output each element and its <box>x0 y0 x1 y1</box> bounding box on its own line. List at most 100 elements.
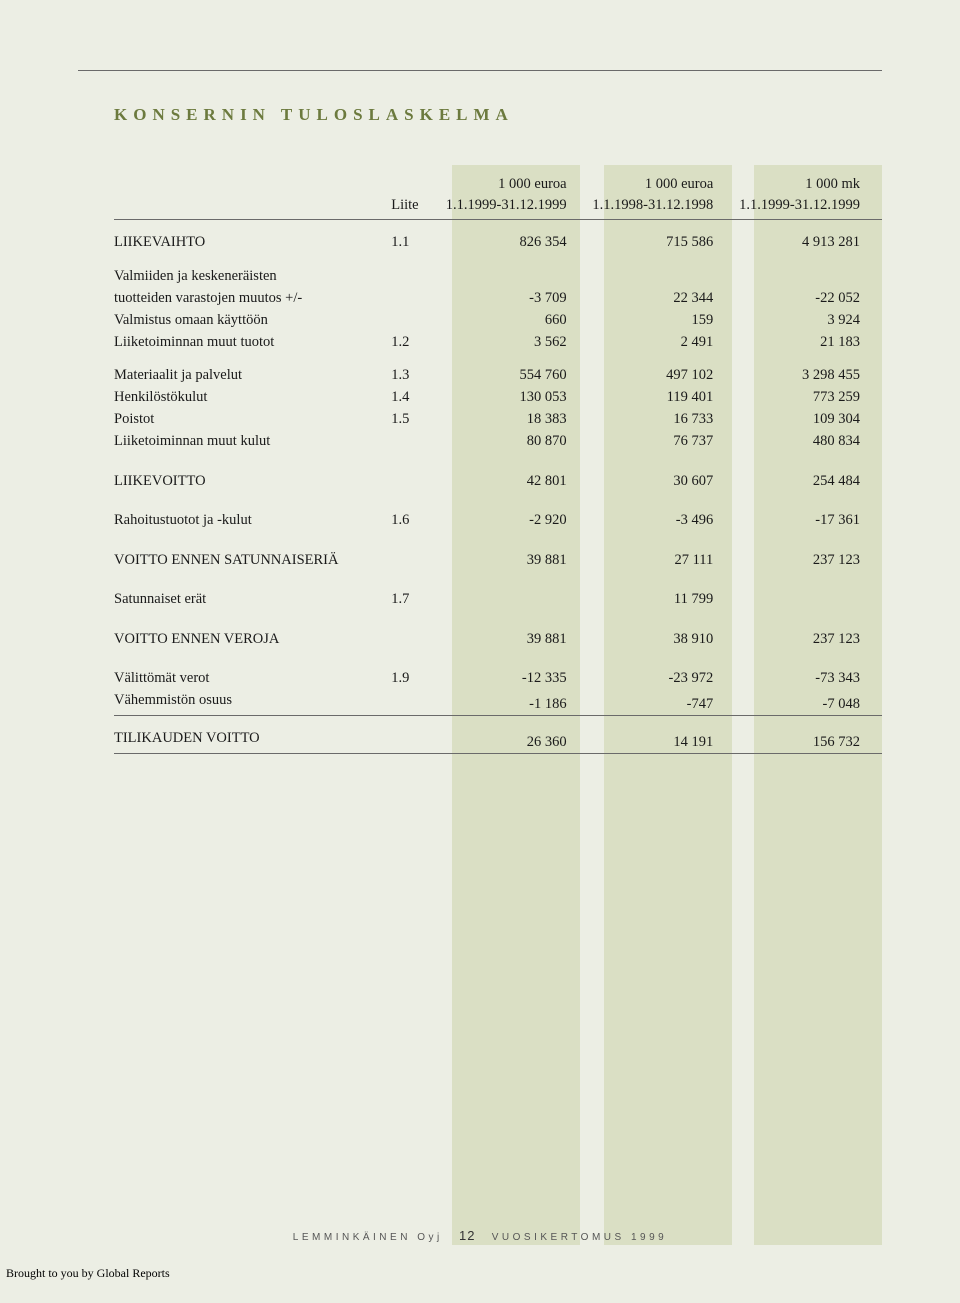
cell-c3: 237 123 <box>735 611 882 651</box>
cell-c1: 39 881 <box>442 611 589 651</box>
cell-c2: 14 191 <box>589 716 736 754</box>
cell-label: Henkilöstökulut <box>114 387 385 409</box>
cell-c3: -17 361 <box>735 492 882 532</box>
cell-c3: 3 298 455 <box>735 353 882 387</box>
cell-c3: 21 183 <box>735 331 882 353</box>
cell-c2: 30 607 <box>589 453 736 493</box>
row-rahoitus: Rahoitustuotot ja -kulut 1.6 -2 920 -3 4… <box>114 492 882 532</box>
cell-liite: 1.4 <box>385 387 442 409</box>
cell-liite <box>385 611 442 651</box>
row-materiaalit: Materiaalit ja palvelut 1.3 554 760 497 … <box>114 353 882 387</box>
cell-c2: 76 737 <box>589 431 736 453</box>
cell-c3: 3 924 <box>735 309 882 331</box>
brought-by-text: Brought to you by Global Reports <box>6 1266 170 1281</box>
cell-liite: 1.7 <box>385 571 442 611</box>
row-tilikauden: TILIKAUDEN VOITTO 26 360 14 191 156 732 <box>114 716 882 754</box>
header-row-periods: Liite 1.1.1999-31.12.1999 1.1.1998-31.12… <box>114 195 882 220</box>
cell-label: Liiketoiminnan muut kulut <box>114 431 385 453</box>
row-voittoveroja: VOITTO ENNEN VEROJA 39 881 38 910 237 12… <box>114 611 882 651</box>
cell-c1: -2 920 <box>442 492 589 532</box>
row-valmistus: Valmistus omaan käyttöön 660 159 3 924 <box>114 309 882 331</box>
footer-page-number: 12 <box>459 1228 475 1243</box>
col3-unit: 1 000 mk <box>735 173 882 195</box>
cell-c1: 826 354 <box>442 220 589 254</box>
cell-liite: 1.5 <box>385 409 442 431</box>
top-rule <box>78 70 882 71</box>
cell-label: TILIKAUDEN VOITTO <box>114 716 385 754</box>
cell-c1: 3 562 <box>442 331 589 353</box>
table-container: 1 000 euroa 1 000 euroa 1 000 mk Liite 1… <box>114 173 882 754</box>
cell-liite <box>385 453 442 493</box>
cell-c1: 39 881 <box>442 532 589 572</box>
col3-period: 1.1.1999-31.12.1999 <box>735 195 882 220</box>
cell-label: LIIKEVAIHTO <box>114 220 385 254</box>
header-row-units: 1 000 euroa 1 000 euroa 1 000 mk <box>114 173 882 195</box>
cell-label: Valmistus omaan käyttöön <box>114 309 385 331</box>
row-poistot: Poistot 1.5 18 383 16 733 109 304 <box>114 409 882 431</box>
col2-unit: 1 000 euroa <box>589 173 736 195</box>
row-liiketuotot: Liiketoiminnan muut tuotot 1.2 3 562 2 4… <box>114 331 882 353</box>
header-liite: Liite <box>385 195 442 220</box>
cell-label: tuotteiden varastojen muutos +/- <box>114 287 385 309</box>
col1-period: 1.1.1999-31.12.1999 <box>442 195 589 220</box>
cell-c3: 156 732 <box>735 716 882 754</box>
cell-liite <box>385 309 442 331</box>
footer-left: LEMMINKÄINEN Oyj <box>293 1232 443 1243</box>
cell-c2: 2 491 <box>589 331 736 353</box>
cell-c1: 554 760 <box>442 353 589 387</box>
page-title: KONSERNIN TULOSLASKELMA <box>114 105 882 125</box>
cell-c1: 130 053 <box>442 387 589 409</box>
footer-right: VUOSIKERTOMUS 1999 <box>492 1232 667 1243</box>
income-statement-table: 1 000 euroa 1 000 euroa 1 000 mk Liite 1… <box>114 173 882 754</box>
page-footer: LEMMINKÄINEN Oyj 12 VUOSIKERTOMUS 1999 <box>0 1228 960 1243</box>
cell-liite: 1.1 <box>385 220 442 254</box>
row-voittoennen: VOITTO ENNEN SATUNNAISERIÄ 39 881 27 111… <box>114 532 882 572</box>
cell-liite <box>385 690 442 716</box>
cell-liite: 1.3 <box>385 353 442 387</box>
row-henkilosto: Henkilöstökulut 1.4 130 053 119 401 773 … <box>114 387 882 409</box>
cell-c1: 660 <box>442 309 589 331</box>
row-liikevaihto: LIIKEVAIHTO 1.1 826 354 715 586 4 913 28… <box>114 220 882 254</box>
cell-c3: 237 123 <box>735 532 882 572</box>
cell-c2: 715 586 <box>589 220 736 254</box>
cell-label: Poistot <box>114 409 385 431</box>
cell-c2: 27 111 <box>589 532 736 572</box>
cell-c1: -12 335 <box>442 650 589 690</box>
cell-c2: -747 <box>589 690 736 716</box>
row-satunnaiset: Satunnaiset erät 1.7 11 799 <box>114 571 882 611</box>
cell-c2: -23 972 <box>589 650 736 690</box>
cell-label: Rahoitustuotot ja -kulut <box>114 492 385 532</box>
cell-label: Satunnaiset erät <box>114 571 385 611</box>
cell-c3 <box>735 571 882 611</box>
cell-c2: 119 401 <box>589 387 736 409</box>
cell-c1: -1 186 <box>442 690 589 716</box>
cell-liite <box>385 287 442 309</box>
row-liikevoitto: LIIKEVOITTO 42 801 30 607 254 484 <box>114 453 882 493</box>
col1-unit: 1 000 euroa <box>442 173 589 195</box>
cell-label: Vähemmistön osuus <box>114 690 385 716</box>
cell-c3: 109 304 <box>735 409 882 431</box>
cell-liite: 1.9 <box>385 650 442 690</box>
row-liikekulut: Liiketoiminnan muut kulut 80 870 76 737 … <box>114 431 882 453</box>
col2-period: 1.1.1998-31.12.1998 <box>589 195 736 220</box>
cell-c3: 4 913 281 <box>735 220 882 254</box>
document-page: KONSERNIN TULOSLASKELMA 1 000 euroa 1 00… <box>0 0 960 1303</box>
cell-liite: 1.6 <box>385 492 442 532</box>
cell-c2: 497 102 <box>589 353 736 387</box>
cell-c3: 480 834 <box>735 431 882 453</box>
cell-c2: 38 910 <box>589 611 736 651</box>
cell-label: Liiketoiminnan muut tuotot <box>114 331 385 353</box>
cell-label: Materiaalit ja palvelut <box>114 353 385 387</box>
row-valmiiden: Valmiiden ja keskeneräisten <box>114 254 882 288</box>
cell-c1: 80 870 <box>442 431 589 453</box>
cell-c2: 16 733 <box>589 409 736 431</box>
cell-label: VOITTO ENNEN VEROJA <box>114 611 385 651</box>
row-vahemmiston: Vähemmistön osuus -1 186 -747 -7 048 <box>114 690 882 716</box>
cell-c1: -3 709 <box>442 287 589 309</box>
cell-c3: 254 484 <box>735 453 882 493</box>
cell-liite: 1.2 <box>385 331 442 353</box>
cell-c3: -22 052 <box>735 287 882 309</box>
cell-c2: 159 <box>589 309 736 331</box>
cell-c1 <box>442 571 589 611</box>
cell-label: Välittömät verot <box>114 650 385 690</box>
